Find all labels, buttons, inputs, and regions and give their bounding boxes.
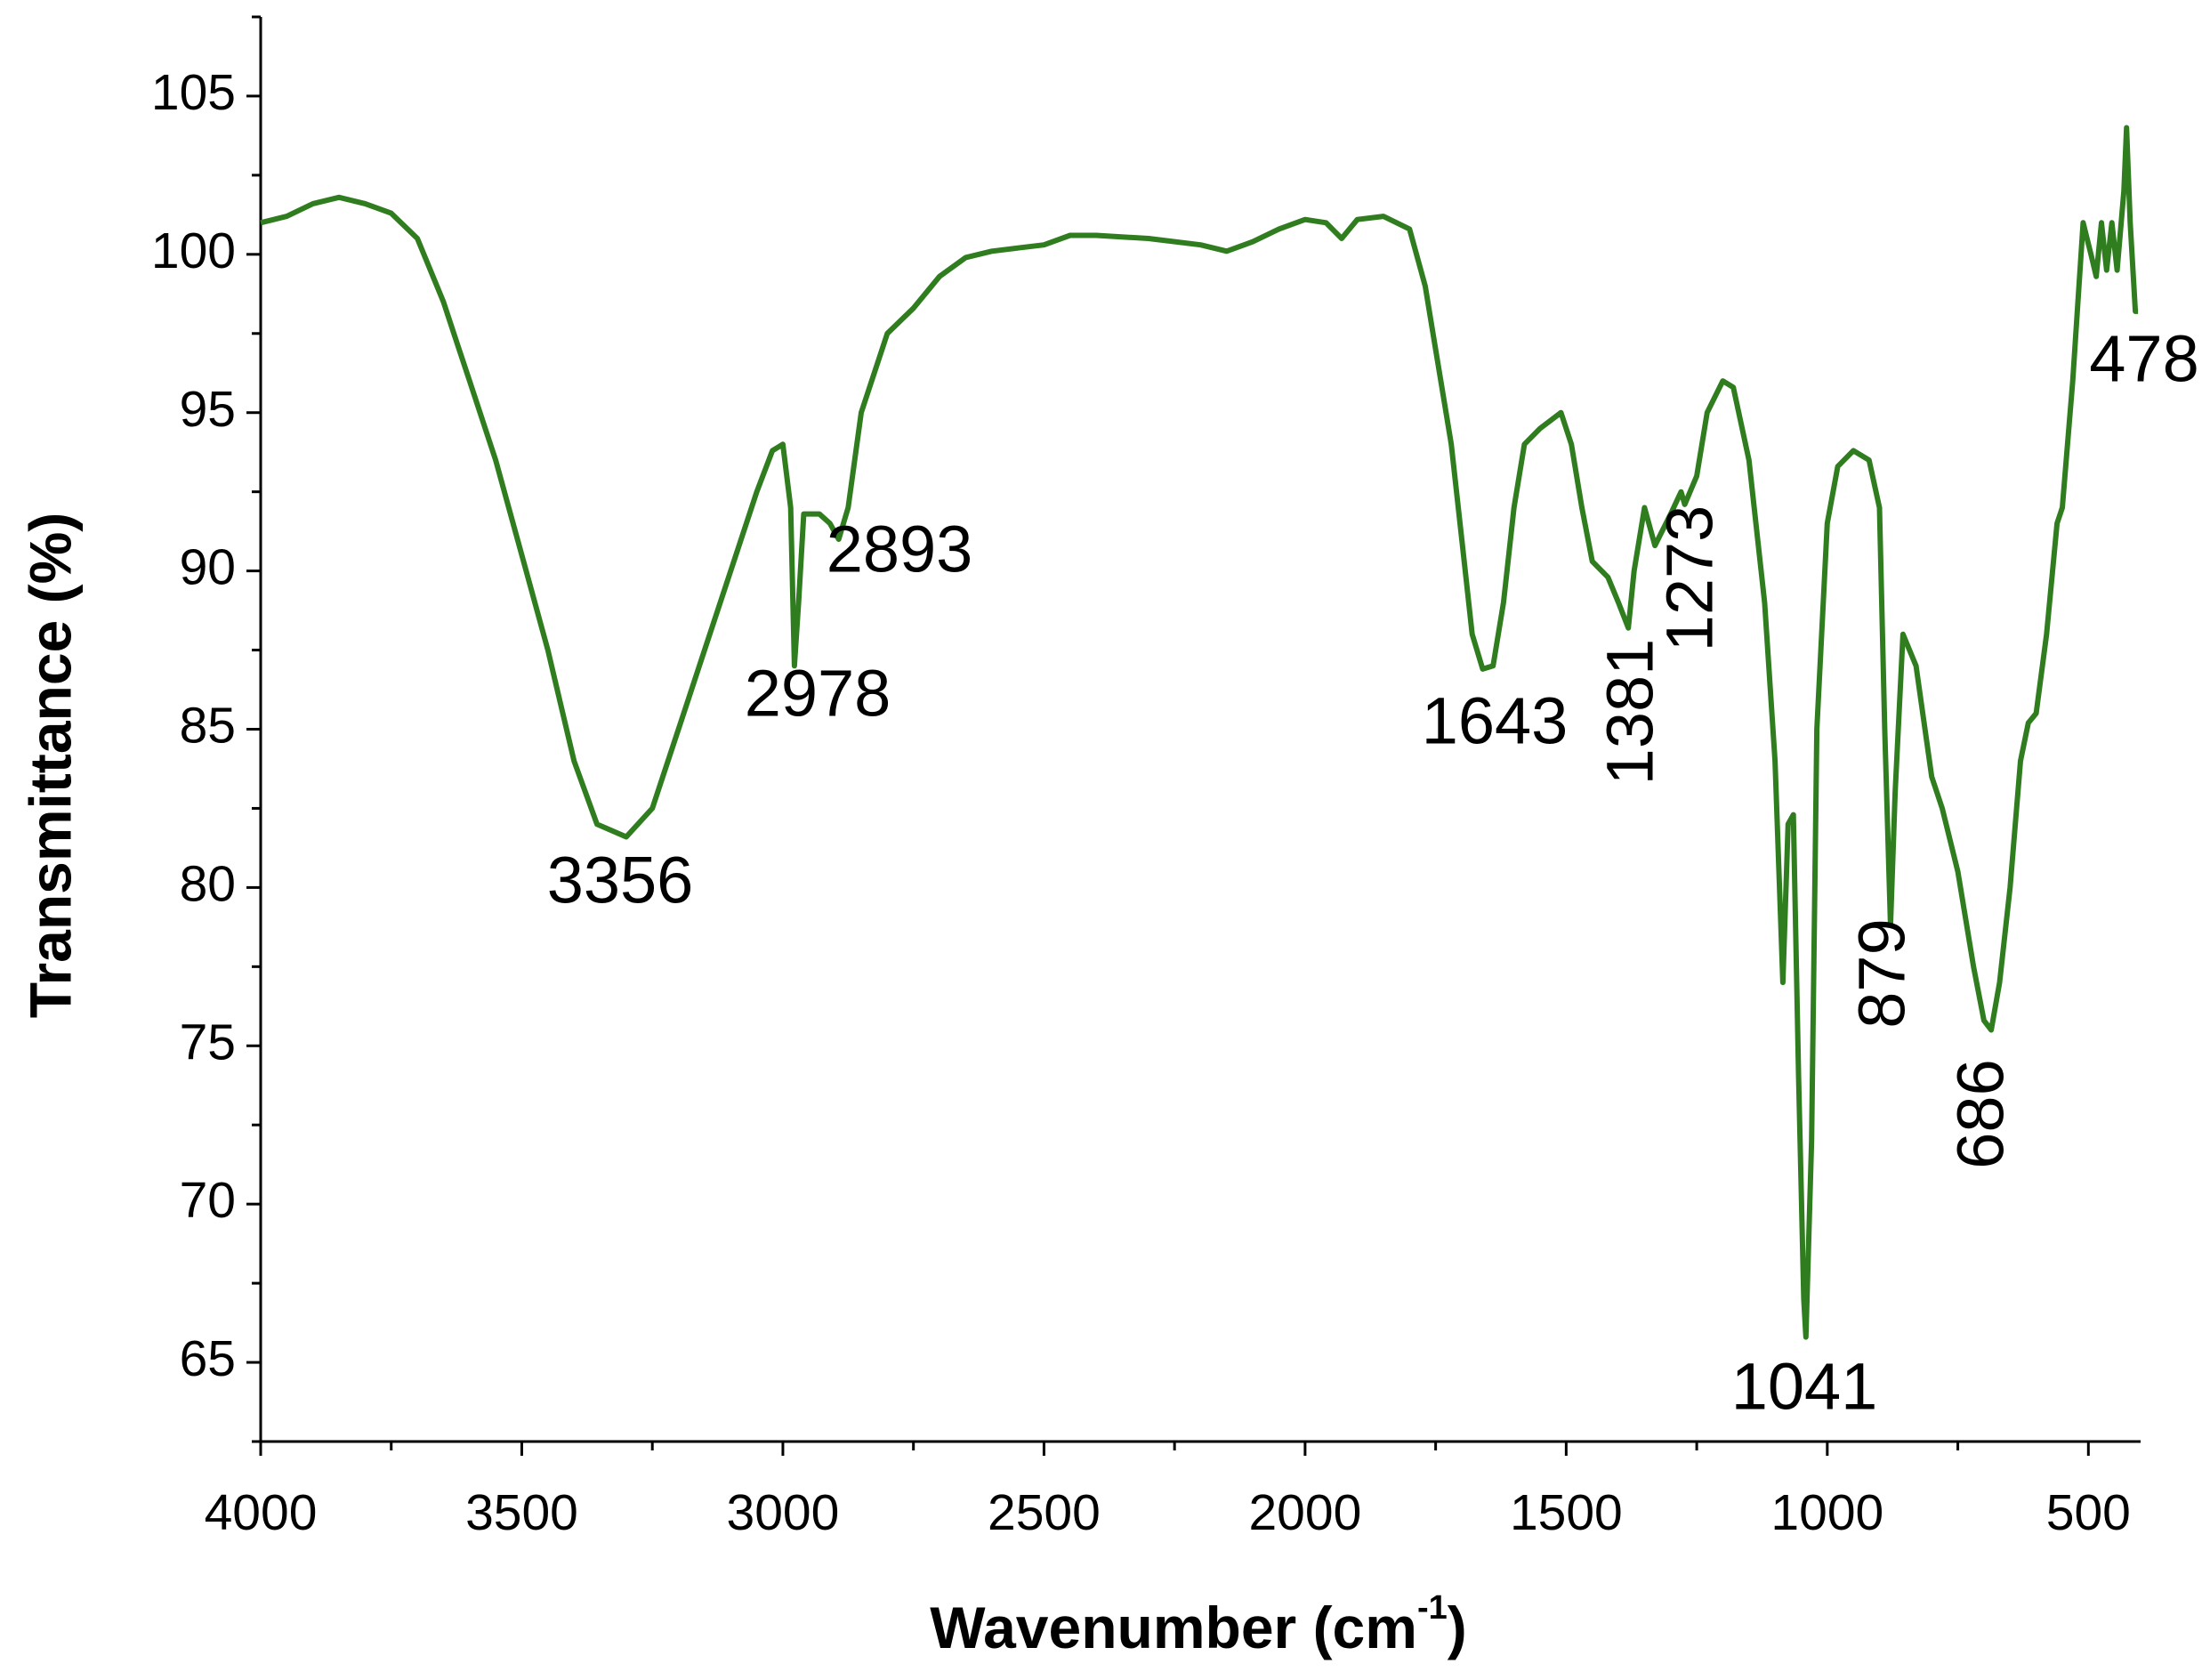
y-tick-label: 105 [151, 64, 236, 121]
peak-label: 1041 [1731, 1350, 1878, 1424]
x-tick-label: 500 [2046, 1484, 2131, 1541]
spectrum-line [260, 125, 2139, 1340]
x-tick-label: 3500 [465, 1484, 578, 1541]
x-tick-label: 1500 [1510, 1484, 1623, 1541]
x-axis-title-end: ) [1448, 1595, 1467, 1660]
y-tick-label: 85 [180, 698, 236, 755]
y-tick-label: 70 [180, 1172, 236, 1229]
peak-label: 1381 [1593, 639, 1667, 786]
x-axis-title: Wavenumber (cm-1) [930, 1589, 1466, 1660]
peak-label: 3356 [547, 844, 694, 917]
x-tick-label: 2500 [988, 1484, 1101, 1541]
y-tick-label: 90 [180, 539, 236, 596]
x-axis-title-sup: -1 [1417, 1589, 1448, 1627]
x-tick-label: 1000 [1770, 1484, 1883, 1541]
peak-label: 1643 [1422, 684, 1569, 758]
peak-label: 2893 [827, 513, 973, 586]
x-tick-label: 2000 [1248, 1484, 1361, 1541]
y-tick-label: 80 [180, 855, 236, 912]
y-tick-label: 100 [151, 222, 236, 279]
x-axis-title-main: Wavenumber (cm [930, 1595, 1417, 1660]
x-tick-label: 3000 [727, 1484, 840, 1541]
y-axis-title: Transmittance (%) [17, 513, 83, 1018]
peak-label: 2978 [745, 657, 891, 731]
peak-label: 879 [1845, 918, 1919, 1028]
peak-label: 686 [1944, 1059, 2018, 1168]
y-tick-label: 65 [180, 1330, 236, 1387]
x-tick-label: 4000 [205, 1484, 318, 1541]
peak-label: 1273 [1653, 505, 1727, 652]
y-tick-label: 75 [180, 1014, 236, 1070]
peak-label: 478 [2089, 322, 2198, 396]
y-tick-label: 95 [180, 381, 236, 438]
